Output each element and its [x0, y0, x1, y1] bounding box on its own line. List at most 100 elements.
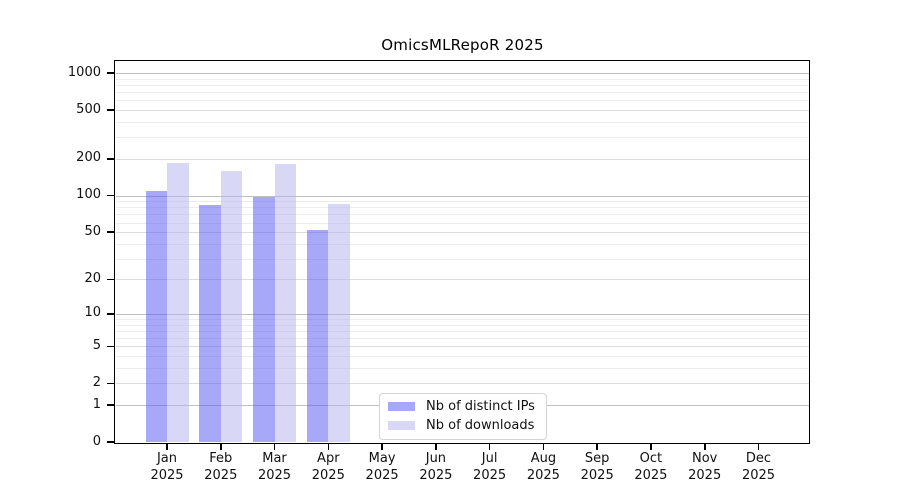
gridline-mid: [116, 158, 809, 160]
y-tick-label: 500: [76, 101, 101, 117]
gridline-minor: [116, 214, 809, 216]
plot-area-frame: [114, 60, 810, 444]
x-tick-year: 2025: [257, 467, 292, 483]
y-tick-mark: [107, 194, 114, 197]
gridline-minor: [116, 84, 809, 86]
gridline-mid: [116, 383, 809, 385]
bar-downloads-jan: [167, 162, 189, 442]
x-tick-mark: [435, 444, 437, 450]
gridline-minor: [116, 92, 809, 94]
x-tick-label: Sep 2025: [565, 451, 629, 484]
gridline-mid: [116, 279, 809, 281]
gridline-minor: [116, 356, 809, 357]
gridline-mid: [116, 346, 809, 348]
x-tick-month: Feb: [209, 451, 233, 466]
bar-distinct-ips-apr: [306, 230, 329, 442]
y-tick-mark: [107, 345, 114, 348]
x-tick-label: Jul 2025: [458, 451, 522, 484]
x-tick-label: Feb 2025: [189, 451, 253, 484]
y-tick-label: 10: [84, 305, 101, 321]
x-tick-year: 2025: [688, 467, 722, 483]
plot-area: [116, 62, 809, 442]
y-tick-mark: [107, 231, 114, 233]
bar-distinct-ips-mar: [253, 197, 275, 442]
x-tick-year: 2025: [150, 467, 184, 483]
gridline-minor: [116, 338, 809, 340]
y-tick-mark: [107, 72, 114, 74]
bar-distinct-ips-feb: [199, 204, 221, 442]
y-tick-mark: [107, 313, 114, 315]
gridline-minor: [116, 201, 809, 203]
y-tick-label: 1: [92, 396, 101, 412]
y-tick-mark: [107, 158, 114, 160]
x-tick-label: Mar 2025: [243, 451, 307, 484]
x-tick-month: May: [368, 451, 396, 466]
y-tick-label: 50: [84, 223, 101, 239]
x-tick-mark: [596, 444, 598, 450]
x-tick-month: Jan: [156, 451, 178, 466]
legend-swatch-distinct-ips: [388, 402, 415, 411]
x-tick-mark: [273, 444, 276, 450]
gridline-minor: [116, 100, 809, 102]
x-tick-mark: [220, 444, 222, 450]
legend-item: Nb of downloads: [388, 418, 535, 433]
y-tick-label: 20: [84, 270, 101, 286]
y-tick-mark: [107, 382, 114, 385]
gridline-minor: [116, 243, 809, 245]
x-tick-year: 2025: [473, 467, 507, 483]
y-tick-label: 5: [92, 337, 101, 353]
x-tick-year: 2025: [311, 467, 345, 483]
x-tick-label: Jan 2025: [135, 451, 199, 484]
x-tick-label: Dec 2025: [727, 451, 791, 484]
legend-label: Nb of downloads: [426, 418, 535, 433]
x-tick-month: Apr: [317, 451, 340, 466]
y-tick-label: 2: [92, 374, 101, 390]
gridline-minor: [116, 258, 809, 260]
x-tick-month: Jul: [481, 451, 498, 466]
bar-downloads-feb: [220, 170, 243, 442]
x-tick-month: Nov: [692, 451, 718, 466]
x-tick-label: Jun 2025: [404, 451, 468, 484]
legend-item: Nb of distinct IPs: [388, 399, 535, 414]
y-tick-mark: [107, 404, 114, 406]
x-tick-month: Jun: [425, 451, 447, 466]
y-tick-label: 100: [76, 187, 101, 202]
gridline-minor: [116, 222, 809, 224]
x-tick-year: 2025: [580, 467, 614, 483]
x-tick-month: Dec: [745, 451, 772, 466]
x-tick-month: Oct: [639, 451, 663, 466]
gridline-mid: [116, 232, 809, 233]
y-tick-label: 0: [92, 433, 101, 449]
x-tick-year: 2025: [526, 467, 560, 483]
legend-swatch-downloads: [388, 421, 415, 430]
x-tick-mark: [327, 444, 330, 450]
x-tick-mark: [650, 444, 652, 450]
gridline-major: [116, 195, 809, 197]
y-tick-label: 200: [76, 150, 101, 166]
gridline-minor: [116, 78, 809, 80]
x-tick-year: 2025: [365, 467, 399, 483]
x-tick-month: Mar: [262, 451, 287, 466]
gridline-minor: [116, 207, 809, 209]
x-tick-year: 2025: [634, 467, 668, 483]
x-tick-mark: [704, 444, 706, 450]
x-tick-label: May 2025: [350, 451, 414, 484]
x-tick-mark: [166, 444, 168, 450]
bar-downloads-apr: [328, 204, 350, 442]
chart-title: OmicsMLRepoR 2025: [381, 36, 544, 54]
bar-downloads-mar: [274, 163, 296, 442]
gridline-minor: [116, 319, 809, 320]
x-tick-label: Oct 2025: [619, 451, 683, 484]
gridline-minor: [116, 121, 809, 123]
gridline-major: [116, 313, 809, 315]
x-tick-year: 2025: [204, 467, 238, 483]
x-tick-month: Sep: [584, 451, 610, 466]
x-tick-month: Aug: [530, 451, 557, 466]
y-tick-label: 1000: [67, 64, 101, 80]
x-tick-mark: [542, 444, 545, 450]
x-tick-label: Aug 2025: [511, 451, 575, 484]
legend-label: Nb of distinct IPs: [426, 399, 535, 414]
gridline-minor: [116, 368, 809, 369]
x-tick-mark: [488, 444, 491, 450]
